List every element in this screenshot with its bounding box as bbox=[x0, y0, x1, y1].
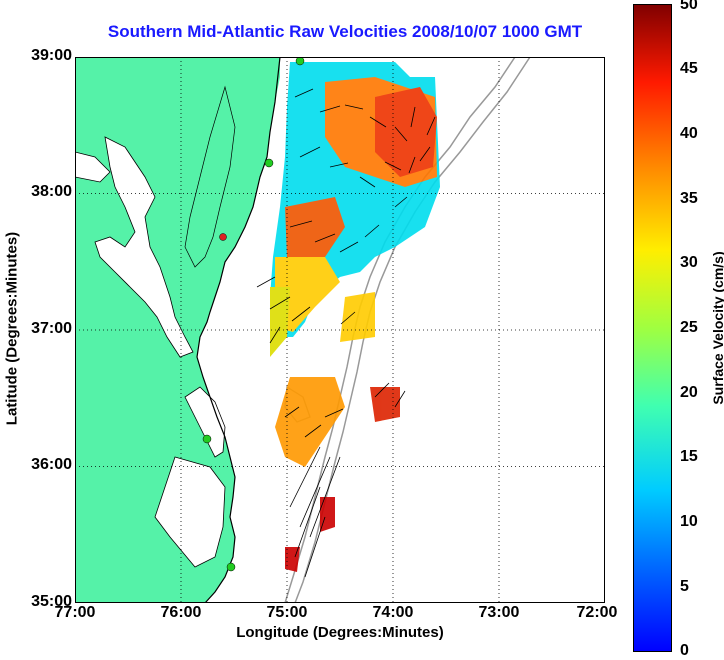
x-tick-label: 77:00 bbox=[54, 604, 96, 621]
map-plot-area bbox=[75, 57, 605, 603]
x-tick-label: 76:00 bbox=[160, 604, 202, 621]
x-tick-label: 74:00 bbox=[372, 604, 414, 621]
colorbar-tick-label: 30 bbox=[680, 254, 698, 271]
colorbar-tick-label: 5 bbox=[680, 578, 689, 595]
x-tick-label: 73:00 bbox=[478, 604, 520, 621]
bay-water bbox=[94, 136, 194, 358]
sound-water bbox=[184, 386, 226, 458]
colorbar-tick-label: 20 bbox=[680, 384, 698, 401]
colorbar-tick-label: 10 bbox=[680, 513, 698, 530]
colorbar-tick-label: 40 bbox=[680, 125, 698, 142]
velocity-vectors bbox=[256, 88, 436, 578]
station-marker bbox=[295, 57, 305, 66]
delaware-bay-water bbox=[75, 151, 111, 183]
colorbar-tick-label: 0 bbox=[680, 642, 689, 659]
y-tick-label: 35:00 bbox=[31, 593, 72, 610]
colorbar-tick-label: 15 bbox=[680, 448, 698, 465]
x-tick-label: 72:00 bbox=[576, 604, 618, 621]
station-marker bbox=[226, 562, 236, 572]
colorbar-label: Surface Velocity (cm/s) bbox=[710, 251, 724, 405]
colorbar-tick-label: 25 bbox=[680, 319, 698, 336]
station-marker bbox=[219, 233, 227, 241]
y-axis-label: Latitude (Degrees:Minutes) bbox=[3, 231, 21, 426]
colorbar-tick-label: 35 bbox=[680, 190, 698, 207]
velocity-field bbox=[270, 62, 440, 572]
delmarva-inner bbox=[184, 85, 236, 268]
y-tick-label: 36:00 bbox=[31, 456, 72, 473]
y-tick-label: 39:00 bbox=[31, 47, 72, 64]
y-tick-label: 37:00 bbox=[31, 320, 72, 337]
pamlico-water bbox=[154, 456, 226, 568]
colorbar bbox=[633, 4, 672, 652]
station-marker bbox=[264, 158, 274, 168]
y-tick-label: 38:00 bbox=[31, 183, 72, 200]
colorbar-tick-label: 50 bbox=[680, 0, 698, 13]
coastline bbox=[196, 57, 281, 603]
colorbar-tick-label: 45 bbox=[680, 60, 698, 77]
x-tick-label: 75:00 bbox=[266, 604, 308, 621]
map-grid bbox=[75, 57, 605, 603]
station-marker bbox=[202, 434, 212, 444]
map-title: Southern Mid-Atlantic Raw Velocities 200… bbox=[107, 22, 583, 41]
x-axis-label: Longitude (Degrees:Minutes) bbox=[236, 624, 444, 641]
